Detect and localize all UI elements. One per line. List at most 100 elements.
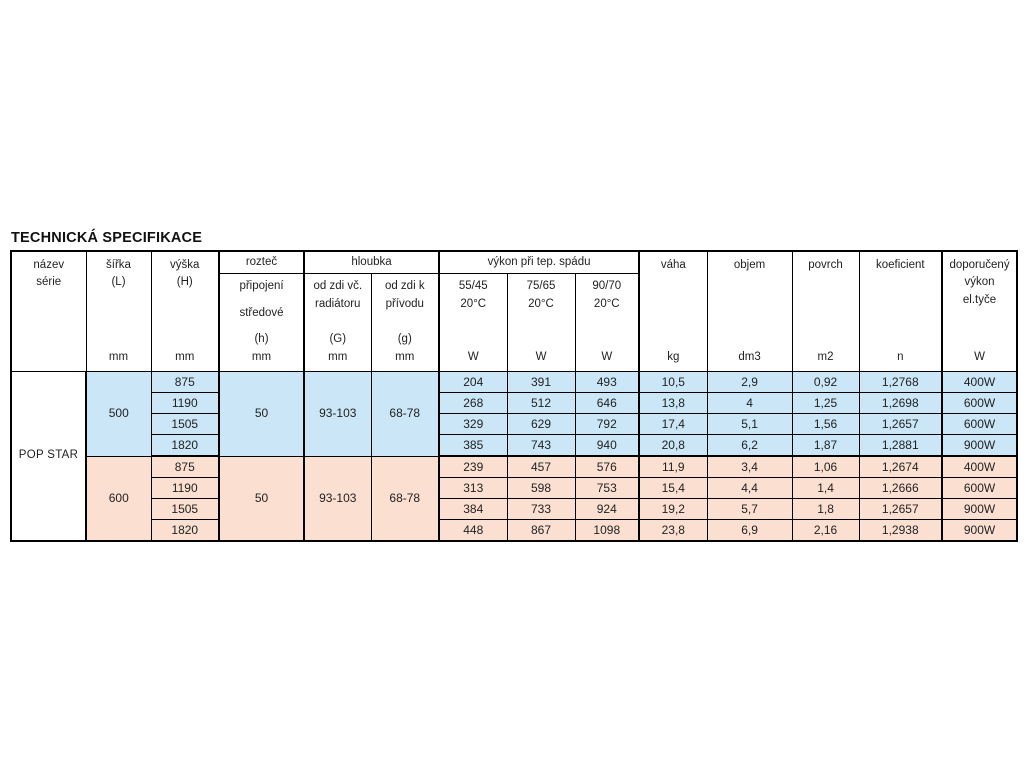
header-vykon-5545-unit: W (467, 351, 479, 364)
cell-doporuceny-vykon: 400W (941, 455, 1018, 478)
header-doporuceny-line2: výkon (964, 276, 995, 289)
cell-vaha: 19,2 (638, 498, 708, 520)
cell-vykon-5545: 239 (438, 455, 508, 478)
header-doporuceny-unit: W (974, 350, 985, 363)
header-vykon-9070-temp: 20°C (593, 297, 620, 310)
header-roztec-detail: připojení středové (h) mm (218, 273, 305, 372)
cell-vykon-7565: 733 (506, 498, 576, 520)
header-group-hloubka: hloubka (303, 250, 441, 274)
header-od-zdi-radiatoru: od zdi vč. radiátoru (G) mm (303, 273, 372, 372)
cell-vyska: 1505 (150, 413, 220, 435)
header-koeficient-line1: koeficient (875, 258, 925, 271)
table-header: název série šířka (L) (10, 250, 1018, 372)
header-od-zdi-radiatoru-line1: od zdi vč. (313, 280, 363, 292)
header-vykon-5545: 55/45 20°C W (438, 273, 508, 372)
cell-vykon-9070: 576 (574, 455, 641, 478)
cell-vyska: 1190 (150, 392, 220, 414)
cell-doporuceny-vykon: 900W (941, 498, 1018, 520)
cell-vykon-5545: 329 (438, 413, 508, 435)
header-vykon-9070-unit: W (601, 351, 613, 364)
cell-objem: 4,4 (706, 477, 793, 499)
cell-vaha: 17,4 (638, 413, 708, 435)
header-doporuceny-line3: el.tyče (962, 294, 997, 307)
cell-objem: 2,9 (706, 371, 793, 393)
cell-povrch: 2,16 (791, 519, 860, 542)
header-vykon-5545-ratio: 55/45 (458, 280, 488, 292)
cell-vykon-5545: 384 (438, 498, 508, 520)
header-objem-line1: objem (733, 258, 766, 271)
cell-povrch: 1,06 (791, 455, 860, 478)
header-doporuceny-vykon: doporučený výkon el.tyče W (941, 250, 1018, 372)
cell-vaha: 20,8 (638, 434, 708, 457)
header-group-row: název série šířka (L) (10, 250, 1018, 372)
cell-vykon-7565: 457 (506, 455, 576, 478)
header-vaha-line1: váha (660, 258, 686, 271)
cell-doporuceny-vykon: 600W (941, 392, 1018, 414)
header-sub-row: připojení středové (h) mm (11, 273, 1017, 372)
header-nazev-serie: název série (10, 250, 87, 372)
header-od-zdi-privodu-unit: mm (395, 351, 415, 364)
cell-od-zdi-privodu: 68-78 (370, 455, 441, 542)
cell-roztec-stredove: 50 (218, 371, 305, 457)
header-vykon-7565: 75/65 20°C W (506, 273, 576, 372)
cell-vykon-7565: 629 (506, 413, 576, 435)
cell-vykon-9070: 1098 (574, 519, 641, 542)
header-povrch: povrch m2 (791, 250, 860, 372)
cell-vykon-9070: 493 (574, 371, 641, 393)
header-od-zdi-radiatoru-unit: mm (328, 351, 348, 364)
header-od-zdi-privodu-symbol: (g) (397, 333, 412, 346)
header-vaha: váha kg (638, 250, 708, 372)
table-row: 1505 329 629 792 17,4 5,1 1,56 1,2657 600W (11, 413, 1018, 435)
cell-koeficient: 1,2657 (858, 413, 944, 435)
cell-od-zdi-privodu: 68-78 (370, 371, 441, 457)
header-objem-unit: dm3 (738, 350, 761, 363)
cell-koeficient: 1,2698 (858, 392, 944, 414)
cell-objem: 5,1 (706, 413, 793, 435)
table-row: 1820 448 867 1098 23,8 6,9 2,16 1,2938 900W (11, 519, 1018, 542)
series-name-cell: POP STAR (10, 371, 87, 542)
cell-vykon-5545: 204 (438, 371, 508, 393)
cell-vykon-9070: 646 (574, 392, 641, 414)
cell-povrch: 0,92 (791, 371, 860, 393)
cell-vykon-5545: 385 (438, 434, 508, 457)
header-vykon-5545-temp: 20°C (460, 297, 487, 310)
cell-objem: 6,9 (706, 519, 793, 542)
cell-objem: 6,2 (706, 434, 793, 457)
cell-doporuceny-vykon: 600W (941, 477, 1018, 499)
header-doporuceny-line1: doporučený (949, 258, 1010, 271)
cell-povrch: 1,25 (791, 392, 860, 414)
cell-doporuceny-vykon: 600W (941, 413, 1018, 435)
technical-specification-table: název série šířka (L) (10, 250, 1019, 542)
cell-vaha: 23,8 (638, 519, 708, 542)
header-od-zdi-radiatoru-line2: radiátoru (315, 297, 361, 310)
cell-koeficient: 1,2657 (858, 498, 944, 520)
cell-koeficient: 1,2666 (858, 477, 944, 499)
spec-table-container: název série šířka (L) (10, 250, 1019, 542)
header-vykon-7565-unit: W (535, 351, 547, 364)
header-vyska-line1: výška (170, 258, 200, 271)
header-roztec-stredove: středové (239, 306, 284, 319)
header-koeficient-unit: n (897, 350, 904, 363)
cell-koeficient: 1,2938 (858, 519, 944, 542)
header-roztec-pripojeni: připojení (239, 280, 284, 292)
cell-vaha: 15,4 (638, 477, 708, 499)
table-row: POP STAR 500 875 50 93-103 68-78 204 391 493 10,5… (10, 371, 1018, 542)
cell-vykon-5545: 268 (438, 392, 508, 414)
header-vykon-7565-temp: 20°C (528, 297, 554, 310)
cell-od-zdi-radiatoru: 93-103 (303, 371, 372, 457)
cell-vaha: 11,9 (638, 455, 708, 478)
table-row: 1505 384 733 924 19,2 5,7 1,8 1,2657 900W (11, 498, 1018, 520)
cell-vyska: 1190 (150, 477, 220, 499)
cell-vykon-7565: 391 (506, 371, 576, 393)
header-sirka-line2: (L) (111, 276, 126, 289)
cell-povrch: 1,87 (791, 434, 860, 457)
header-roztec-h: (h) (254, 333, 269, 346)
cell-doporuceny-vykon: 900W (941, 519, 1018, 542)
header-sirka-unit: mm (108, 350, 129, 363)
cell-objem: 5,7 (706, 498, 793, 520)
cell-vykon-7565: 867 (506, 519, 576, 542)
cell-od-zdi-radiatoru: 93-103 (303, 455, 372, 542)
cell-roztec-stredove: 50 (218, 455, 305, 542)
header-povrch-unit: m2 (817, 350, 834, 363)
page-title: TECHNICKÁ SPECIFIKACE (11, 230, 203, 246)
